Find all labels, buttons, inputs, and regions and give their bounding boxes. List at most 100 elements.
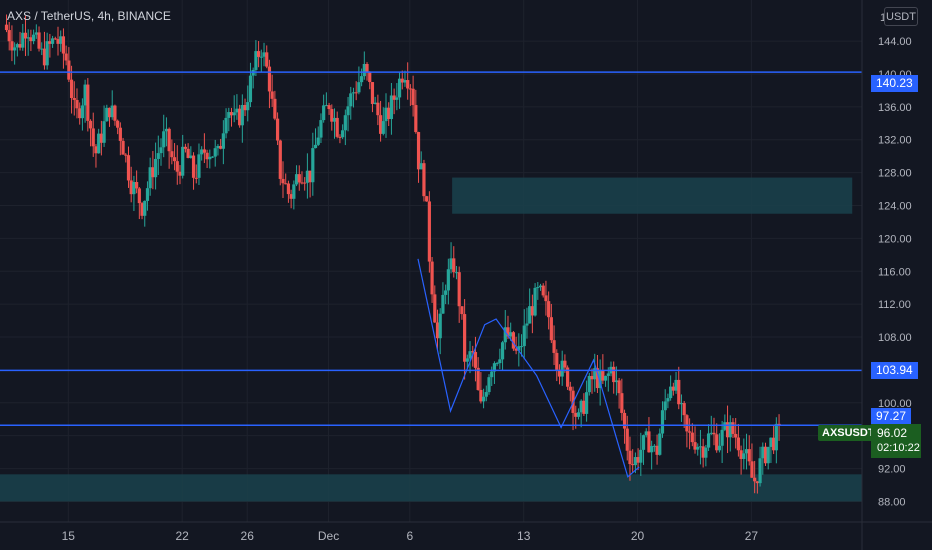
candle-body: [739, 450, 743, 459]
candle-body: [563, 360, 567, 368]
candle-body: [159, 147, 163, 154]
candle-body: [416, 132, 421, 170]
candle-body: [23, 32, 28, 39]
candle-body: [191, 155, 196, 178]
candle-body: [435, 322, 440, 339]
candle-body: [216, 145, 220, 149]
candle-body: [341, 130, 345, 138]
candle-body: [118, 127, 122, 141]
candle-body: [587, 375, 591, 393]
candle-body: [644, 431, 648, 436]
candle-body: [270, 91, 274, 99]
candle-body: [617, 380, 621, 394]
candle-body: [758, 458, 762, 484]
candle-body: [311, 148, 315, 183]
candle-body: [755, 481, 759, 484]
candle-body: [427, 201, 431, 262]
candle-body: [579, 400, 583, 413]
candle-body: [400, 78, 404, 83]
candle-body: [525, 323, 529, 326]
candle-body: [614, 380, 619, 383]
candle-body: [544, 295, 548, 302]
candle-body: [560, 360, 564, 377]
level-lines: [0, 71, 862, 426]
candle-body: [102, 121, 106, 143]
candle-body: [167, 128, 171, 152]
candle-body: [688, 431, 692, 433]
candle-body: [397, 78, 402, 98]
candle-body: [457, 272, 461, 307]
candle-body: [219, 145, 223, 149]
candle-body: [509, 332, 513, 337]
y-tick-label: 120.00: [878, 233, 912, 245]
candle-body: [229, 112, 234, 116]
candle-body: [97, 133, 101, 154]
candle-body: [731, 422, 735, 434]
candle-body: [335, 117, 339, 137]
candle-body: [425, 196, 429, 202]
candle-body: [761, 446, 765, 459]
candle-body: [259, 56, 263, 58]
pattern-polyline: [417, 258, 640, 478]
candle-body: [538, 285, 543, 288]
candle-body: [522, 325, 526, 347]
candle-body: [636, 457, 640, 463]
candle-body: [153, 158, 158, 178]
candle-body: [631, 464, 635, 466]
candle-body: [32, 34, 36, 42]
candle-body: [294, 174, 299, 185]
candle-body: [267, 66, 272, 92]
candle-body: [698, 446, 703, 448]
candle-body: [422, 163, 426, 197]
candle-body: [541, 285, 545, 296]
candle-body: [143, 200, 147, 216]
y-tick-label: 100.00: [878, 398, 912, 410]
candle-body: [728, 422, 732, 438]
candle-body: [232, 112, 236, 116]
candle-body: [248, 75, 253, 103]
candle-body: [590, 375, 594, 380]
candle-body: [487, 377, 491, 393]
candle-body: [674, 379, 678, 391]
candle-body: [129, 180, 133, 195]
candle-body: [273, 98, 277, 119]
candle-body: [625, 428, 629, 451]
candle-body: [29, 37, 33, 42]
candle-body: [324, 105, 328, 107]
candle-body: [704, 447, 708, 458]
candle-body: [685, 415, 689, 432]
candle-body: [655, 445, 659, 455]
y-tick-label: 92.00: [878, 464, 906, 476]
candle-body: [763, 446, 768, 464]
candle-body: [742, 453, 746, 459]
candle-body: [284, 183, 288, 185]
candle-body: [769, 437, 773, 447]
candle-body: [419, 163, 423, 170]
candle-body: [235, 108, 239, 113]
candle-body: [40, 48, 44, 50]
candle-body: [69, 79, 74, 99]
candle-body: [481, 396, 486, 402]
candle-body: [772, 437, 776, 451]
candle-body: [240, 104, 244, 126]
candle-body: [373, 102, 377, 104]
candle-body: [430, 261, 434, 295]
candle-body: [601, 370, 605, 381]
candle-body: [10, 41, 14, 51]
candle-body: [286, 183, 291, 195]
candle-body: [15, 44, 19, 48]
candle-body: [316, 137, 320, 145]
candle-body: [663, 401, 667, 411]
candle-body: [747, 449, 751, 462]
unit-label[interactable]: USDT: [884, 7, 918, 26]
candle-body: [622, 412, 627, 429]
candle-body: [460, 306, 464, 315]
candle-body: [257, 51, 261, 57]
candle-body: [690, 432, 694, 443]
candle-body: [319, 120, 323, 138]
candle-body: [330, 109, 334, 122]
candle-body: [94, 146, 98, 154]
x-tick-label: 13: [517, 529, 531, 543]
candle-body: [471, 351, 475, 353]
